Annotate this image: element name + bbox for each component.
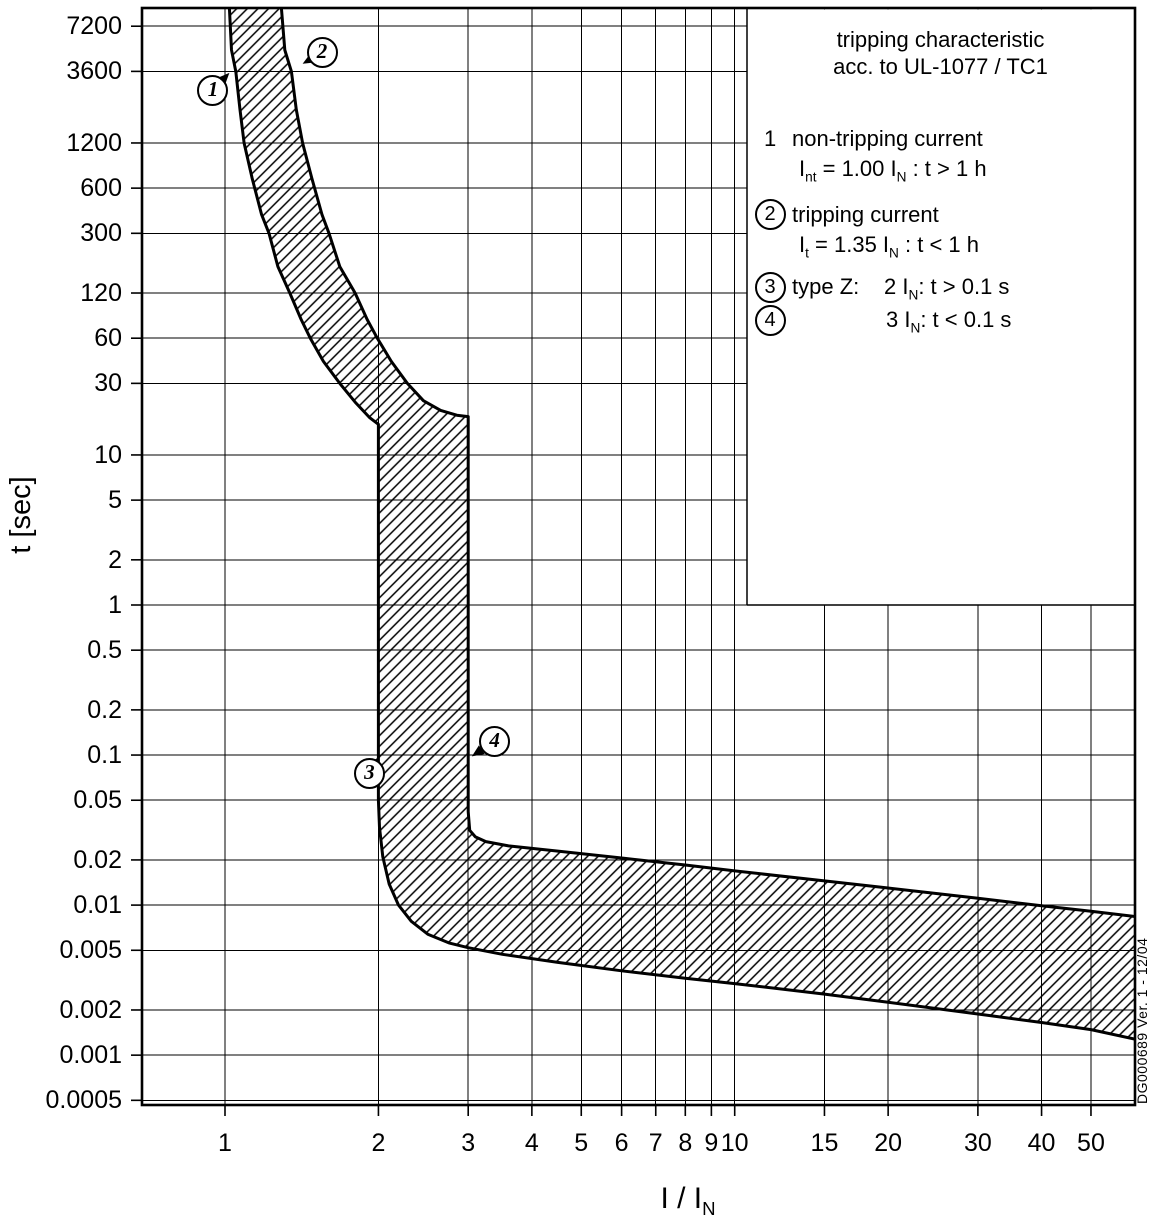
y-tick-label-0.02: 0.02 xyxy=(73,845,122,874)
x-tick-label-6: 6 xyxy=(614,1129,629,1157)
y-tick-label-120: 120 xyxy=(80,279,122,308)
tripping-band xyxy=(229,8,1135,1040)
axis-ticks xyxy=(131,25,1092,1116)
x-tick-label-30: 30 xyxy=(963,1129,992,1157)
x-tick-label-3: 3 xyxy=(461,1129,476,1157)
doc-number: DG000689 Ver. 1 - 12/04 xyxy=(1134,937,1150,1104)
lower-limit-curve xyxy=(227,8,1135,1041)
legend-title-line1: tripping characteristic xyxy=(836,27,1045,52)
legend-item-2-formula: It = 1.35 IN : t < 1 h xyxy=(799,232,979,261)
y-tick-label-0.002: 0.002 xyxy=(59,995,122,1024)
y-tick-label-5: 5 xyxy=(108,486,122,515)
y-tick-label-600: 600 xyxy=(80,174,122,203)
y-tick-label-1200: 1200 xyxy=(66,128,122,157)
x-axis-title: I / IN xyxy=(660,1182,716,1219)
legend-item-3-condition: 2 IN: t > 0.1 s xyxy=(884,274,1010,303)
x-tick-label-2: 2 xyxy=(371,1129,386,1157)
x-tick-label-5: 5 xyxy=(574,1129,589,1157)
y-tick-label-3600: 3600 xyxy=(66,57,122,86)
legend-item-4-condition: 3 IN: t < 0.1 s xyxy=(886,307,1012,336)
y-tick-label-2: 2 xyxy=(108,545,122,574)
plot-border xyxy=(140,6,1137,1107)
y-tick-label-1: 1 xyxy=(108,591,122,619)
legend-item-3-badge: 3 xyxy=(754,271,786,303)
x-tick-label-9: 9 xyxy=(704,1129,719,1157)
marker-circle-3: 3 xyxy=(353,758,385,790)
legend-item-2-badge: 2 xyxy=(754,198,786,230)
legend-item-4-badge: 4 xyxy=(754,304,786,336)
y-tick-label-0.0005: 0.0005 xyxy=(45,1086,122,1115)
y-tick-label-0.5: 0.5 xyxy=(87,636,122,665)
y-tick-label-0.05: 0.05 xyxy=(73,786,122,815)
marker-arrow-4 xyxy=(471,745,485,757)
y-tick-label-0.2: 0.2 xyxy=(87,695,122,724)
y-tick-label-300: 300 xyxy=(80,219,122,248)
x-tick-label-50: 50 xyxy=(1077,1129,1105,1157)
y-tick-label-0.01: 0.01 xyxy=(73,891,122,920)
legend-item-3-label: type Z: xyxy=(792,274,860,299)
y-tick-label-30: 30 xyxy=(94,369,122,398)
x-tick-label-8: 8 xyxy=(678,1129,693,1157)
y-tick-label-0.005: 0.005 xyxy=(59,936,122,965)
x-tick-label-4: 4 xyxy=(524,1129,539,1157)
x-tick-label-40: 40 xyxy=(1027,1129,1056,1157)
marker-circle-2: 2 xyxy=(306,37,338,69)
y-tick-label-10: 10 xyxy=(94,440,122,469)
marker-circle-1: 1 xyxy=(197,74,229,106)
legend-item-1-badge: 1 xyxy=(764,126,777,151)
x-tick-label-15: 15 xyxy=(810,1129,839,1157)
x-tick-label-1: 1 xyxy=(218,1129,232,1157)
legend-title-line2: acc. to UL-1077 / TC1 xyxy=(833,54,1048,79)
marker-circle-4: 4 xyxy=(479,725,511,757)
y-tick-label-0.001: 0.001 xyxy=(59,1041,122,1070)
x-tick-label-7: 7 xyxy=(648,1129,663,1157)
legend-item-1-formula: Int = 1.00 IN : t > 1 h xyxy=(799,156,987,185)
y-tick-label-0.1: 0.1 xyxy=(87,741,122,770)
x-tick-label-10: 10 xyxy=(720,1129,749,1157)
upper-limit-curve xyxy=(279,8,1135,918)
legend-item-2-label: tripping current xyxy=(792,202,939,227)
tripping-band-group xyxy=(227,8,1135,1041)
legend-item-1-label: non-tripping current xyxy=(792,126,983,151)
x-tick-label-20: 20 xyxy=(874,1129,903,1157)
y-tick-label-60: 60 xyxy=(94,324,122,353)
legend-box xyxy=(747,9,1134,605)
y-tick-label-7200: 7200 xyxy=(66,12,122,41)
